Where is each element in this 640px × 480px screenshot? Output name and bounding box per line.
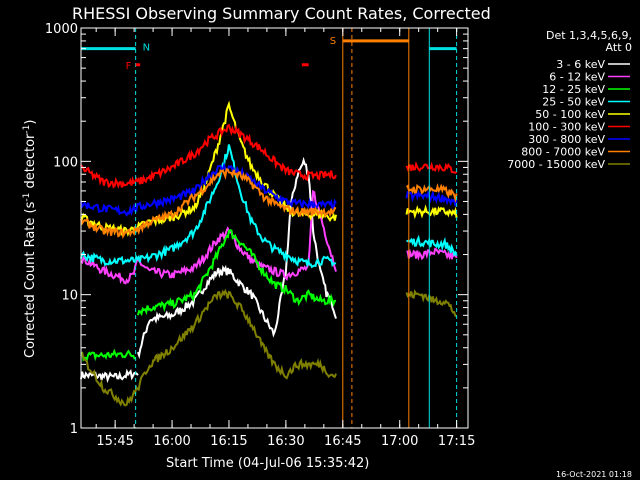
plot-area — [80, 100, 458, 407]
legend-label: 800 - 7000 keV — [521, 146, 605, 159]
night-label: N — [143, 43, 150, 54]
legend-header: Det 1,3,4,5,6,9, — [546, 29, 632, 42]
series-line — [80, 162, 337, 217]
legend-label: 300 - 800 keV — [528, 133, 605, 146]
y-tick-label: 10 — [61, 289, 78, 304]
legend-label: 7000 - 15000 keV — [507, 158, 605, 171]
y-axis-label: Corrected Count Rate (s-1 detector-1) — [22, 120, 38, 358]
y-axis-label-sup2: -1 — [22, 125, 32, 134]
series-line — [136, 228, 337, 317]
series-line — [405, 160, 458, 174]
x-tick-label: 17:15 — [438, 434, 475, 449]
x-tick-label: 15:45 — [96, 434, 133, 449]
generated-timestamp: 16-Oct-2021 01:18 — [556, 470, 632, 479]
series-line — [405, 204, 458, 220]
legend-label: 12 - 25 keV — [542, 83, 605, 96]
series-line — [405, 289, 457, 317]
series-line — [80, 123, 337, 189]
x-tick-label: 16:45 — [324, 434, 361, 449]
legend-label: 100 - 300 keV — [528, 121, 605, 134]
y-axis-label-end: ) — [23, 120, 38, 125]
series-line — [80, 168, 337, 240]
x-tick-label: 16:15 — [210, 434, 247, 449]
series-line — [406, 234, 458, 257]
series-line — [80, 368, 139, 384]
y-axis-label-sup1: -1 — [22, 193, 32, 202]
series-line — [136, 156, 337, 360]
plot-frame — [80, 27, 469, 429]
y-axis-label-mid: detector — [23, 133, 38, 193]
y-tick-label: 1000 — [45, 22, 78, 37]
flare-label: F — [126, 61, 132, 72]
annotations: N S F — [80, 28, 458, 428]
series-line — [405, 189, 458, 207]
axes: 15:45 16:00 16:15 16:30 16:45 17:00 17:15 1 10 10… — [45, 22, 475, 449]
y-axis-label-main: Corrected Count Rate (s — [23, 201, 38, 358]
series-line — [80, 144, 337, 269]
x-tick-label: 16:30 — [267, 434, 304, 449]
saa-label: S — [330, 36, 336, 47]
legend-label: 3 - 6 keV — [556, 58, 605, 71]
legend-header: Att 0 — [606, 41, 632, 54]
series-line — [80, 348, 136, 362]
y-tick-label: 100 — [53, 155, 78, 170]
x-tick-label: 16:00 — [153, 434, 190, 449]
series-line — [80, 288, 337, 407]
series-line — [80, 100, 337, 238]
series-line — [405, 182, 458, 203]
series-line — [80, 189, 337, 285]
legend-label: 25 - 50 keV — [542, 96, 605, 109]
x-axis-label: Start Time (04-Jul-06 15:35:42) — [166, 456, 369, 471]
chart-title: RHESSI Observing Summary Count Rates, Co… — [72, 4, 491, 23]
y-tick-label: 1 — [70, 422, 78, 437]
series-line — [406, 247, 458, 261]
legend-label: 6 - 12 keV — [549, 71, 605, 84]
legend-label: 50 - 100 keV — [535, 108, 605, 121]
x-tick-label: 17:00 — [381, 434, 418, 449]
